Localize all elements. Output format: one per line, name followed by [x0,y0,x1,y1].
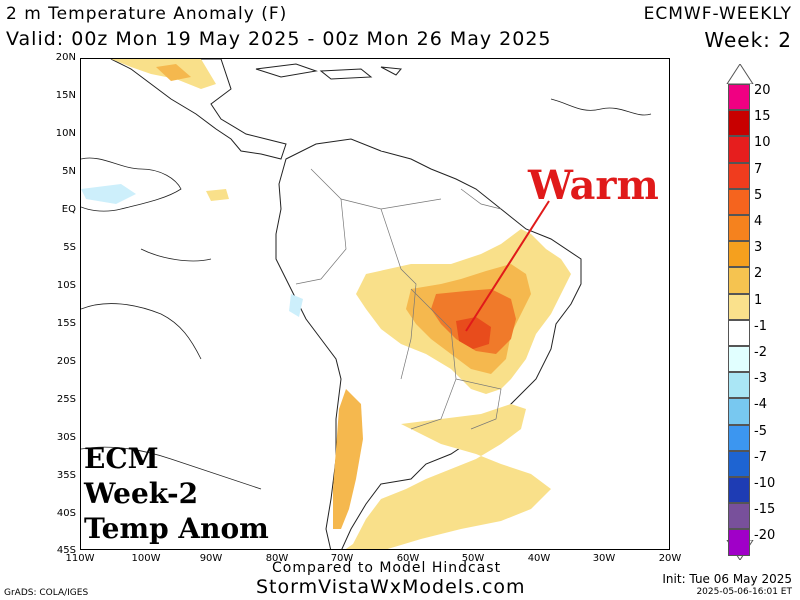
colorbar-top-arrow [726,64,754,84]
lat-label: 20S [56,356,76,367]
lat-label: EQ [61,204,76,215]
colorbar-swatch [728,319,750,346]
map-title: 2 m Temperature Anomaly (F) [6,4,288,24]
lon-label: 70W [330,553,354,564]
map-canvas [81,59,669,549]
colorbar-swatch [728,450,750,477]
colorbar-label: -10 [754,476,776,491]
annotation-ecm: ECM [84,442,159,475]
lon-label: 100W [131,553,161,564]
colorbar-swatch [728,110,750,137]
lat-label: 5S [63,242,76,253]
generated-stamp: 2025-05-06-16:01 ET [696,587,792,597]
lat-label: 45S [56,545,76,556]
country-borders [295,168,502,430]
lon-label: 20W [658,553,682,564]
central-america-land [110,59,287,160]
colorbar-label: -1 [754,318,767,334]
lon-label: 50W [461,553,485,564]
colorbar-swatch [728,477,750,504]
init-time: Init: Tue 06 May 2025 [662,572,792,586]
colorbar-label: 10 [754,135,771,151]
warm-annotation: Warm [528,162,659,209]
site-name: StormVistaWxModels.com [256,576,526,598]
colorbar-label: -15 [754,502,776,518]
lat-label: 30S [56,432,76,443]
lat-label: 20N [55,52,76,63]
colorbar-label: -5 [754,423,767,439]
colorbar-swatch [728,136,750,163]
lat-label: 15N [55,90,76,101]
anomaly-shading [81,59,571,549]
colorbar-swatch [728,162,750,189]
colorbar-swatch [728,188,750,215]
lon-label: 90W [199,553,223,564]
lon-label: 80W [265,553,289,564]
map-panel [80,58,670,550]
colorbar-label: -4 [754,397,767,413]
colorbar-label: -7 [754,449,767,465]
lat-label: 10N [55,128,76,139]
colorbar-label: 2 [754,266,763,282]
lat-label: 10S [56,280,76,291]
hindcast-note: Compared to Model Hindcast [272,560,502,576]
lat-label: 15S [56,318,76,329]
colorbar-swatch [728,215,750,242]
colorbar-label: 5 [754,187,763,203]
warm-pointer-line [465,200,550,332]
colorbar-swatch [728,84,750,111]
annotation-temp-anom: Temp Anom [84,512,269,545]
grads-credit: GrADS: COLA/IGES [4,588,89,598]
lat-label: 25S [56,394,76,405]
colorbar-swatch [728,529,750,556]
lat-label: 35S [56,470,76,481]
colorbar-label: -2 [754,345,767,360]
colorbar-swatch [728,424,750,451]
lon-label: 40W [527,553,551,564]
colorbar-label: 20 [754,83,771,98]
colorbar-swatch [728,346,750,373]
contour-lines [81,98,652,490]
colorbar-swatch [728,267,750,294]
model-name: ECMWF-WEEKLY [643,4,792,24]
colorbar-label: 1 [754,292,763,308]
annotation-week: Week-2 [84,477,199,510]
colorbar-swatch [728,398,750,425]
caribbean-islands [255,63,402,80]
lon-label: 110W [65,553,95,564]
week-label: Week: 2 [704,28,792,52]
colorbar-swatch [728,372,750,399]
colorbar-swatch [728,503,750,530]
colorbar-label: -3 [754,371,767,387]
colorbar-label: 7 [754,161,763,177]
colorbar-label: 3 [754,240,763,256]
colorbar-label: 15 [754,109,771,125]
lon-label: 30W [592,553,616,564]
colorbar-label: -20 [754,528,776,544]
lon-label: 60W [396,553,420,564]
colorbar-swatch [728,293,750,320]
lat-label: 40S [56,508,76,519]
valid-period: Valid: 00z Mon 19 May 2025 - 00z Mon 26 … [6,28,552,50]
lat-label: 5N [62,166,76,177]
colorbar-label: 4 [754,214,763,229]
colorbar-swatch [728,241,750,268]
